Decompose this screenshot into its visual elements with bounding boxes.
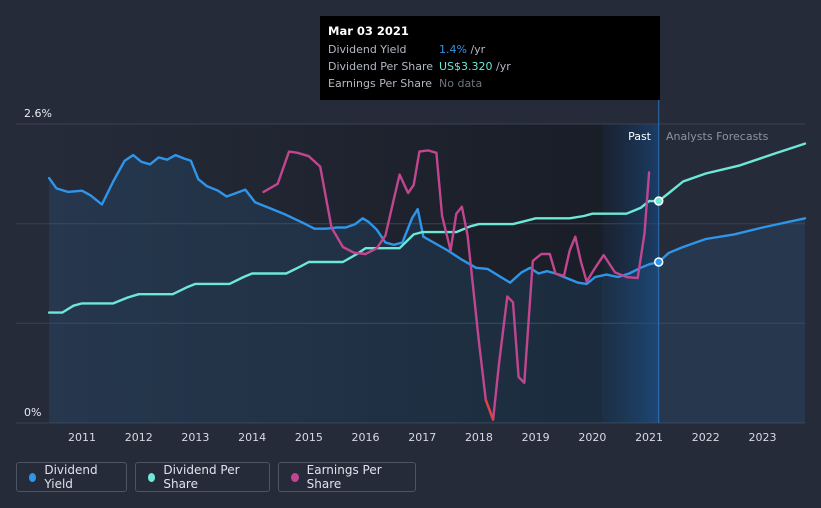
legend: Dividend Yield Dividend Per Share Earnin…: [16, 462, 416, 492]
x-tick-2023: 2023: [748, 431, 776, 444]
past-label: Past: [628, 130, 652, 143]
legend-dot-icon: [148, 472, 156, 482]
dividend-per-share-line: [47, 142, 807, 314]
x-tick-2019: 2019: [522, 431, 550, 444]
tooltip-label: Dividend Yield: [328, 43, 407, 56]
tooltip-value: No data: [439, 77, 483, 90]
tooltip-unit: /yr: [492, 60, 511, 73]
legend-label: Earnings Per Share: [306, 463, 382, 491]
tooltip-row-dividend-per-share: Dividend Per Share US$3.320 /yr: [328, 58, 652, 75]
legend-dividend-yield[interactable]: Dividend Yield: [16, 462, 127, 492]
legend-label: Dividend Per Share: [163, 463, 240, 491]
tooltip-row-dividend-yield: Dividend Yield 1.4% /yr: [328, 41, 652, 58]
x-tick-2022: 2022: [692, 431, 720, 444]
tooltip-row-earnings-per-share: Earnings Per Share No data: [328, 75, 652, 92]
tooltip-value: US$3.320: [439, 60, 493, 73]
x-tick-2015: 2015: [295, 431, 323, 444]
tooltip-label: Earnings Per Share: [328, 77, 433, 90]
legend-label: Dividend Yield: [44, 463, 98, 491]
legend-dot-icon: [29, 472, 37, 482]
y-axis-top-label: 2.6%: [24, 107, 52, 120]
x-tick-2011: 2011: [68, 431, 96, 444]
dividend-per-share-marker: [653, 196, 664, 206]
x-tick-2018: 2018: [465, 431, 493, 444]
legend-dot-icon: [291, 472, 299, 482]
earnings-per-share-negative-segment: [484, 398, 495, 421]
tooltip-value: 1.4%: [439, 43, 467, 56]
x-tick-2014: 2014: [238, 431, 266, 444]
x-tick-2017: 2017: [408, 431, 436, 444]
x-tick-2021: 2021: [635, 431, 663, 444]
tooltip-date: Mar 03 2021: [328, 24, 409, 38]
tooltip-unit: /yr: [466, 43, 486, 56]
forecast-label: Analysts Forecasts: [666, 130, 769, 143]
legend-dividend-per-share[interactable]: Dividend Per Share: [135, 462, 270, 492]
dividend-yield-line: [47, 153, 807, 286]
hover-tooltip: Mar 03 2021 Dividend Yield 1.4% /yr Divi…: [320, 16, 660, 100]
x-tick-2016: 2016: [352, 431, 380, 444]
x-tick-2013: 2013: [181, 431, 209, 444]
legend-earnings-per-share[interactable]: Earnings Per Share: [278, 462, 416, 492]
dividend-yield-area: [49, 155, 806, 423]
y-axis-bottom-label: 0%: [24, 406, 41, 419]
dividend-yield-marker: [653, 257, 664, 267]
earnings-per-share-line: [262, 149, 651, 421]
x-tick-2020: 2020: [578, 431, 606, 444]
tooltip-label: Dividend Per Share: [328, 60, 434, 73]
x-tick-2012: 2012: [125, 431, 153, 444]
